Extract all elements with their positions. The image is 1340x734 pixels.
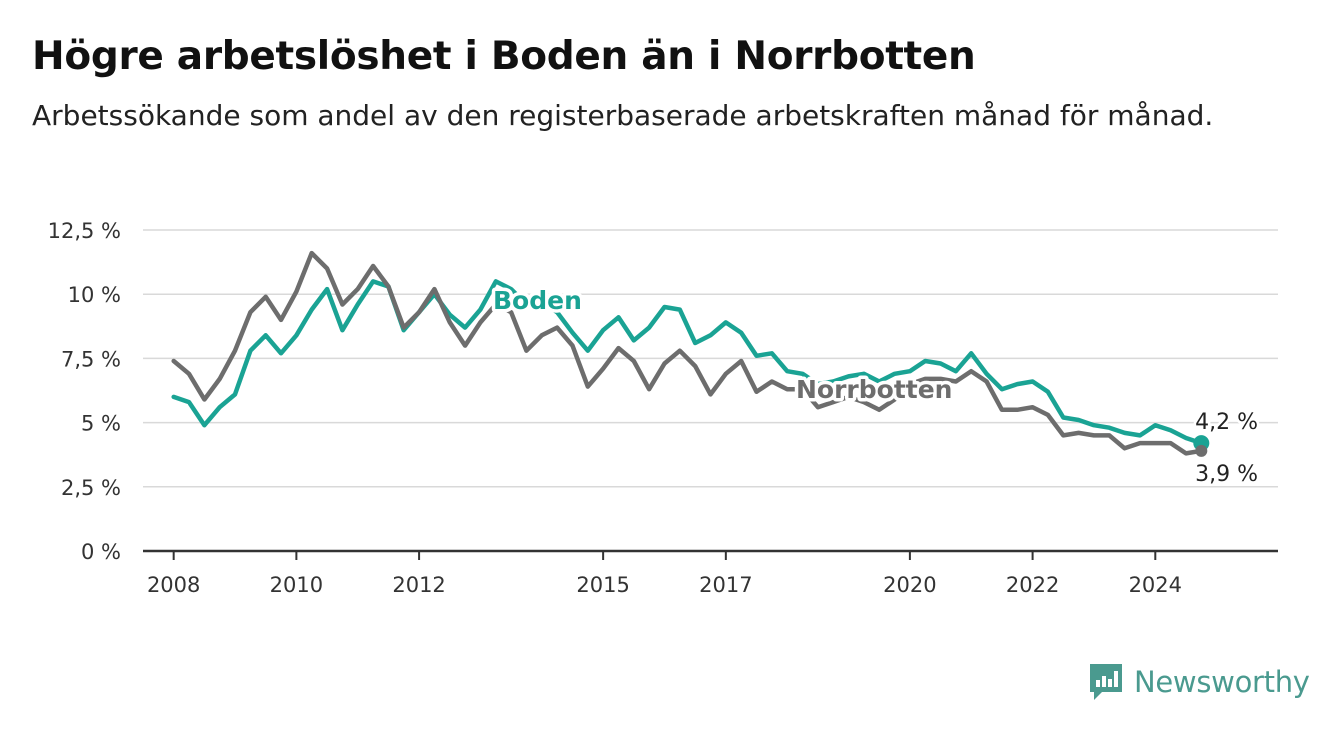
x-tick-label: 2024 <box>1129 573 1182 597</box>
x-tick-label: 2012 <box>392 573 445 597</box>
series-lines <box>171 250 1210 457</box>
x-tick-label: 2010 <box>270 573 323 597</box>
y-tick-label: 2,5 % <box>61 476 121 500</box>
x-tick-label: 2008 <box>147 573 200 597</box>
end-point-norrbotten <box>1195 444 1208 457</box>
x-tick-label: 2015 <box>576 573 629 597</box>
end-value-label-norrbotten: 3,9 % <box>1195 462 1258 487</box>
y-tick-label: 7,5 % <box>61 347 121 371</box>
series-label-norrbotten: Norrbotten <box>796 375 952 404</box>
y-tick-label: 12,5 % <box>48 219 121 243</box>
series-line-norrbotten <box>171 250 1204 456</box>
series-line-boden <box>171 279 1204 446</box>
newsworthy-logo: Newsworthy <box>1088 662 1310 702</box>
end-value-label-boden: 4,2 % <box>1195 410 1258 435</box>
x-tick-label: 2017 <box>699 573 752 597</box>
y-tick-label: 10 % <box>68 283 121 307</box>
series-label-boden: Boden <box>493 286 582 315</box>
x-tick-label: 2022 <box>1006 573 1059 597</box>
series-labels: Boden Norrbotten 4,2 % 3,9 % <box>490 283 1261 490</box>
y-axis-tick-labels: 0 % 2,5 % 5 % 7,5 % 10 % 12,5 % <box>48 219 121 564</box>
x-axis-tick-labels: 2008 2010 2012 2015 2017 2020 2022 2024 <box>147 551 1182 597</box>
y-tick-label: 5 % <box>81 412 121 436</box>
chart-subtitle: Arbetssökande som andel av den registerb… <box>32 99 1214 132</box>
x-tick-label: 2020 <box>883 573 936 597</box>
newsworthy-logo-icon <box>1090 664 1122 700</box>
chart-title: Högre arbetslöshet i Boden än i Norrbott… <box>32 34 976 79</box>
brand-name: Newsworthy <box>1134 665 1310 699</box>
y-tick-label: 0 % <box>81 540 121 564</box>
